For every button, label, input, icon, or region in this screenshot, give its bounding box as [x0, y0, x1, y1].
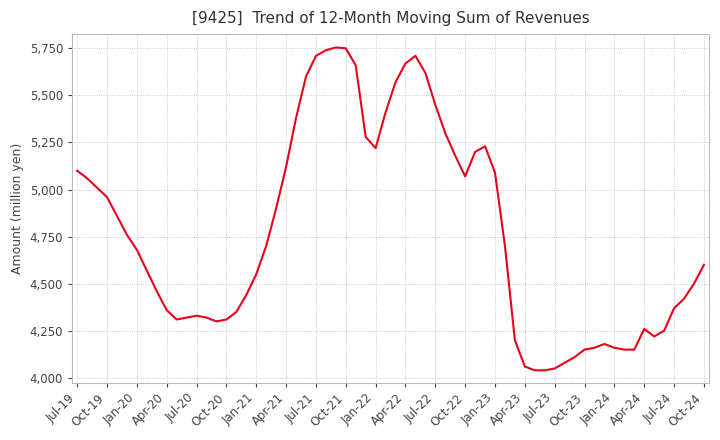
Y-axis label: Amount (million yen): Amount (million yen) [11, 143, 24, 274]
Title: [9425]  Trend of 12-Month Moving Sum of Revenues: [9425] Trend of 12-Month Moving Sum of R… [192, 11, 590, 26]
